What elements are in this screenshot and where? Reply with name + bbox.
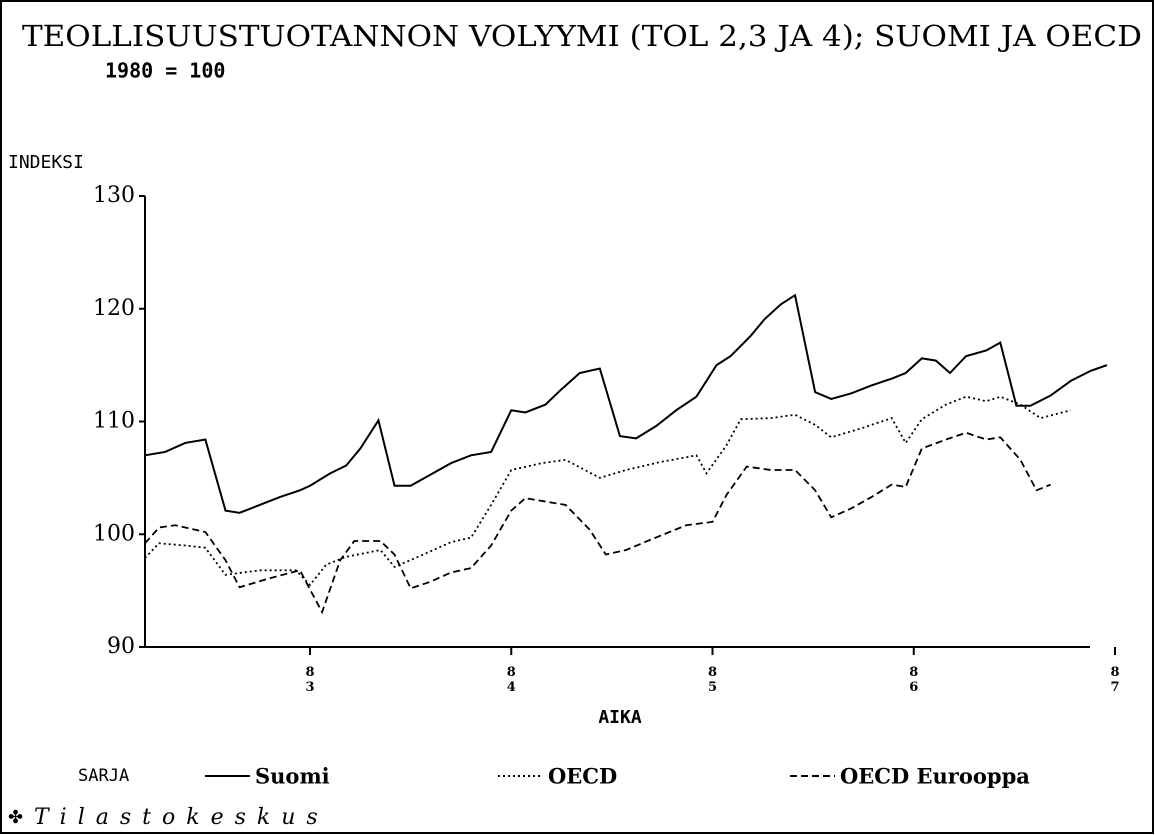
footer: Tilastokeskus	[34, 805, 329, 830]
y-tick-label: 120	[93, 296, 135, 321]
logo: ✤	[8, 807, 23, 828]
y-tick-label: 130	[93, 183, 135, 208]
x-tick-label: 84	[504, 665, 519, 695]
legend-title: SARJA	[78, 766, 129, 786]
x-axis-label: AIKA	[598, 707, 642, 728]
x-tick-label: 86	[906, 665, 921, 695]
y-tick-label: 110	[93, 409, 135, 434]
x-tick-label: 85	[705, 665, 720, 695]
legend-label: OECD Eurooppa	[840, 764, 1030, 789]
x-tick-label: 87	[1108, 665, 1123, 695]
series-line	[144, 293, 1108, 514]
subtitle: 1980 = 100	[105, 59, 225, 83]
y-axis-label: INDEKSI	[8, 152, 84, 173]
legend-label: OECD	[548, 764, 617, 789]
series-line	[144, 395, 1071, 587]
x-tick-label: 83	[303, 665, 318, 695]
chart-title: TEOLLISUUSTUOTANNON VOLYYMI (TOL 2,3 JA …	[22, 19, 1142, 53]
legend-label: Suomi	[255, 764, 330, 789]
y-tick-label: 100	[93, 521, 135, 546]
series-line	[144, 431, 1051, 615]
y-tick-label: 90	[107, 634, 135, 659]
